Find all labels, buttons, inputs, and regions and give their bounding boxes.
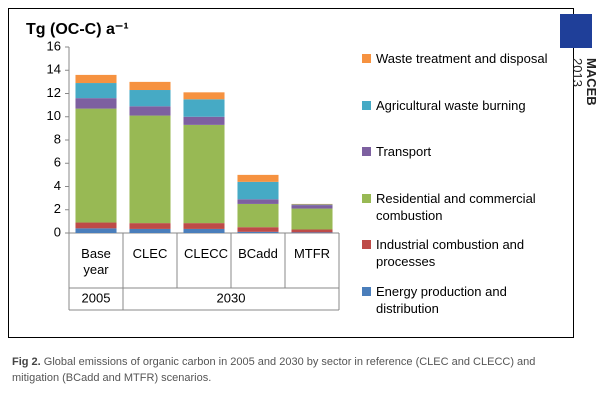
x-tick-label: MTFR [293, 246, 331, 261]
group-label: 2030 [217, 290, 246, 305]
bar-segment [183, 116, 225, 125]
bar-segment [129, 106, 171, 116]
legend-swatch [362, 286, 371, 296]
bar-segment [75, 98, 117, 109]
legend-swatch [362, 147, 371, 156]
y-tick-label: 2 [54, 201, 61, 216]
bar-segment [291, 232, 333, 233]
bar-segment [75, 222, 117, 229]
bar-segment [237, 227, 279, 232]
bar-segment [237, 181, 279, 200]
bar-segment [291, 205, 333, 209]
x-tick-label: CLECC [184, 246, 229, 261]
legend-label: Energy production and distribution [376, 283, 507, 316]
legend-swatch [362, 240, 371, 249]
group-label: 2005 [82, 290, 111, 305]
x-tick-label: Base year [81, 246, 111, 277]
legend-label: Residential and commercial combustion [376, 190, 536, 223]
y-tick-label: 14 [47, 62, 61, 77]
bar-segment [237, 231, 279, 233]
bar-segment [237, 174, 279, 182]
bar-segment [183, 228, 225, 233]
bar-segment [291, 204, 333, 206]
caption-label: Fig 2. [12, 356, 41, 368]
bar-segment [183, 223, 225, 229]
legend-label: Industrial combustion and processes [376, 237, 525, 269]
brand: MACEB 2013 [570, 58, 599, 106]
bar-segment [183, 99, 225, 117]
brand-year: 2013 [570, 58, 585, 87]
bar-segment [291, 203, 333, 205]
bar-segment [129, 223, 171, 229]
legend-swatch [362, 193, 371, 203]
y-tick-label: 0 [54, 224, 61, 239]
x-tick-label: CLEC [132, 246, 168, 261]
eu-flag-logo [560, 14, 592, 48]
legend-label: Agricultural waste burning [376, 97, 526, 113]
bar-segment [129, 228, 171, 233]
legend-label: Waste treatment and disposal [376, 51, 548, 66]
brand-name: MACEB [584, 58, 599, 106]
legend-swatch [362, 54, 371, 63]
bar-segment [75, 83, 117, 99]
caption-text: Global emissions of organic carbon in 20… [12, 356, 536, 384]
bar-segment [75, 228, 117, 233]
bar-segment [237, 203, 279, 228]
bar-segment [183, 124, 225, 224]
legend-label: Transport [376, 144, 432, 159]
bar-segment [291, 229, 333, 233]
bar-segment [237, 199, 279, 204]
bar-segment [183, 92, 225, 100]
y-tick-label: 8 [54, 131, 61, 146]
y-tick-label: 16 [47, 38, 61, 53]
caption: Fig 2. Global emissions of organic carbo… [12, 354, 572, 386]
bar-segment [291, 208, 333, 230]
y-tick-label: 4 [54, 178, 61, 193]
chart-title: Tg (OC-C) a⁻¹ [26, 21, 129, 38]
x-tick-label: BCadd [238, 246, 278, 261]
legend-swatch [362, 100, 371, 110]
chart-frame [8, 8, 574, 338]
y-tick-label: 12 [47, 85, 61, 100]
bar-segment [75, 108, 117, 223]
y-tick-label: 6 [54, 155, 61, 170]
y-tick-label: 10 [47, 108, 61, 123]
bar-segment [129, 81, 171, 91]
bar-segment [129, 90, 171, 107]
bar-segment [75, 74, 117, 84]
bar-segment [129, 115, 171, 224]
